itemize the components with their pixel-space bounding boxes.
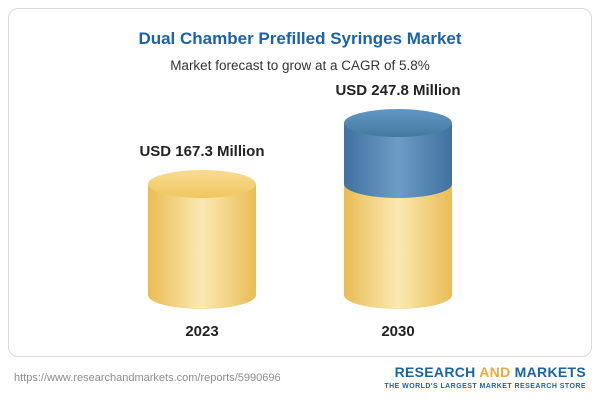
chart-area: USD 167.3 Million 2023 USD 247.8 Million [9,82,591,340]
source-url: https://www.researchandmarkets.com/repor… [14,372,281,384]
logo-wordmark: RESEARCH AND MARKETS [384,365,586,380]
logo-tagline: THE WORLD'S LARGEST MARKET RESEARCH STOR… [384,382,586,390]
logo-and: AND [479,364,515,381]
category-label-2030: 2030 [381,323,415,340]
chart-subtitle: Market forecast to grow at a CAGR of 5.8… [170,58,430,73]
logo-markets: MARKETS [514,364,586,381]
cylinder-cap-2030 [344,109,452,138]
bar-column-2030: USD 247.8 Million 2030 [323,82,473,340]
footer: https://www.researchandmarkets.com/repor… [8,359,592,397]
category-label-2023: 2023 [185,323,219,340]
value-label-2030: USD 247.8 Million [335,82,461,100]
segment-junction-2030 [344,169,452,198]
cylinder-2023 [148,169,256,309]
chart-card: Dual Chamber Prefilled Syringes Market M… [8,8,592,357]
logo-research: RESEARCH [394,364,480,381]
cylinder-body-2023 [148,169,256,309]
cylinder-cap-2023 [148,169,256,198]
bar-column-2023: USD 167.3 Million 2023 [127,143,277,340]
growth-segment-2030 [344,109,452,198]
base-segment-2030 [344,183,452,309]
chart-title: Dual Chamber Prefilled Syringes Market [138,29,462,48]
value-label-2023: USD 167.3 Million [139,142,265,160]
logo: RESEARCH AND MARKETS THE WORLD'S LARGEST… [384,365,586,390]
cylinder-2030 [344,109,452,309]
